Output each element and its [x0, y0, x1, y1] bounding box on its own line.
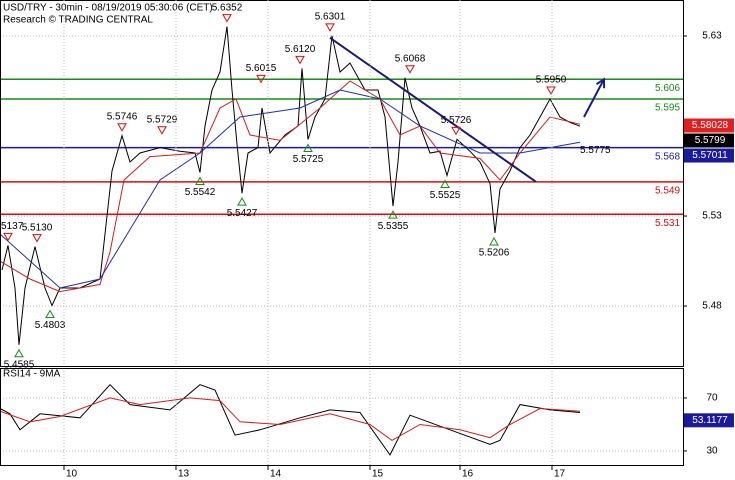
- y-tick-label: 30: [706, 446, 718, 457]
- pivot-label: 5.4803: [35, 320, 66, 331]
- price-tag-box: [684, 118, 734, 133]
- trend-line: [329, 36, 537, 183]
- pivot-marker: [325, 23, 335, 32]
- pivot-label: 5.5427: [227, 208, 258, 219]
- pivot-marker: [295, 55, 305, 65]
- price-tag-box: [684, 148, 734, 163]
- annotation: 5.5775: [580, 145, 611, 156]
- pivot-marker: [237, 197, 247, 206]
- pivot-label: 5.6352: [212, 2, 243, 13]
- pivot-label: 5.5729: [147, 114, 178, 125]
- price-tag-box: [684, 133, 734, 148]
- pivot-label: 5.5950: [536, 75, 567, 86]
- pivot-label: 5.5355: [378, 221, 409, 232]
- pivot-marker: [195, 176, 205, 185]
- pivot-marker: [157, 126, 167, 135]
- rsi-title: RSI14 - 9MA: [3, 369, 61, 380]
- pivot-marker: [3, 232, 13, 242]
- pivot-marker: [32, 234, 42, 243]
- level-label: 5.595: [655, 103, 680, 114]
- line: [0, 397, 581, 441]
- price-tag: 5.57011: [684, 148, 734, 163]
- x-tick-label: 10: [66, 469, 78, 480]
- pivot-label: 5.5746: [107, 111, 138, 122]
- price-tag-label: 5.5799: [695, 135, 726, 146]
- pivot-marker: [14, 348, 24, 358]
- x-tick-label: 13: [178, 469, 190, 480]
- line: [0, 89, 581, 289]
- panel-frame: [0, 0, 684, 367]
- price-tag-label: 53.1177: [692, 415, 728, 426]
- pivot-marker: [546, 86, 556, 96]
- pivot-label: 5.6301: [315, 11, 346, 22]
- chart-title: USD/TRY - 30min - 08/19/2019 05:30:06 (C…: [3, 3, 213, 14]
- price-tag: 5.5799: [684, 133, 734, 148]
- pivot-label: 5.5726: [441, 115, 472, 126]
- arrow-head: [595, 77, 606, 89]
- pivot-marker: [405, 65, 415, 74]
- chart-subtitle: Research © TRADING CENTRAL: [3, 15, 153, 26]
- pivot-label: 5.5137: [0, 221, 24, 232]
- pivot-label: 5.6068: [395, 53, 426, 64]
- pivot-label: 5.5206: [479, 248, 510, 259]
- pivot-marker: [117, 123, 127, 132]
- pivot-label: 5.6120: [285, 44, 316, 55]
- pivot-label: 5.5542: [185, 187, 216, 198]
- price-tag-label: 5.58028: [692, 120, 729, 131]
- x-tick-label: 17: [554, 469, 566, 480]
- level-label: 5.531: [655, 218, 680, 229]
- panel-frame: [0, 368, 684, 466]
- pivot-marker: [388, 210, 398, 219]
- pivot-label: 5.5130: [22, 222, 53, 233]
- y-tick-label: 5.48: [702, 301, 722, 312]
- y-tick-label: 5.63: [702, 31, 722, 42]
- x-tick-label: 16: [462, 469, 474, 480]
- pivot-label: 5.5725: [293, 154, 324, 165]
- level-label: 5.606: [655, 83, 680, 94]
- x-tick-label: 15: [372, 469, 384, 480]
- line: [0, 80, 581, 293]
- forecast-arrow: [583, 78, 605, 118]
- pivot-marker: [451, 126, 461, 136]
- pivot-label: 5.4585: [4, 359, 35, 370]
- level-label: 5.568: [655, 151, 680, 162]
- y-tick-label: 70: [706, 393, 718, 404]
- price-tag-label: 5.57011: [692, 150, 728, 161]
- pivot-label: 5.6015: [246, 63, 277, 74]
- x-tick-label: 14: [270, 469, 282, 480]
- pivot-marker: [45, 309, 55, 319]
- price-tag-box: [684, 413, 734, 428]
- line: [0, 383, 581, 456]
- price-tag: 5.58028: [684, 118, 734, 133]
- pivot-marker: [303, 143, 313, 153]
- line: [1, 26, 581, 345]
- y-tick-label: 5.53: [702, 211, 722, 222]
- price-tag: 53.1177: [684, 413, 734, 428]
- pivot-label: 5.5525: [430, 190, 461, 201]
- pivot-marker: [256, 74, 266, 84]
- pivot-marker: [440, 179, 450, 189]
- level-label: 5.549: [655, 185, 680, 196]
- pivot-marker: [489, 236, 499, 246]
- pivot-marker: [222, 14, 232, 23]
